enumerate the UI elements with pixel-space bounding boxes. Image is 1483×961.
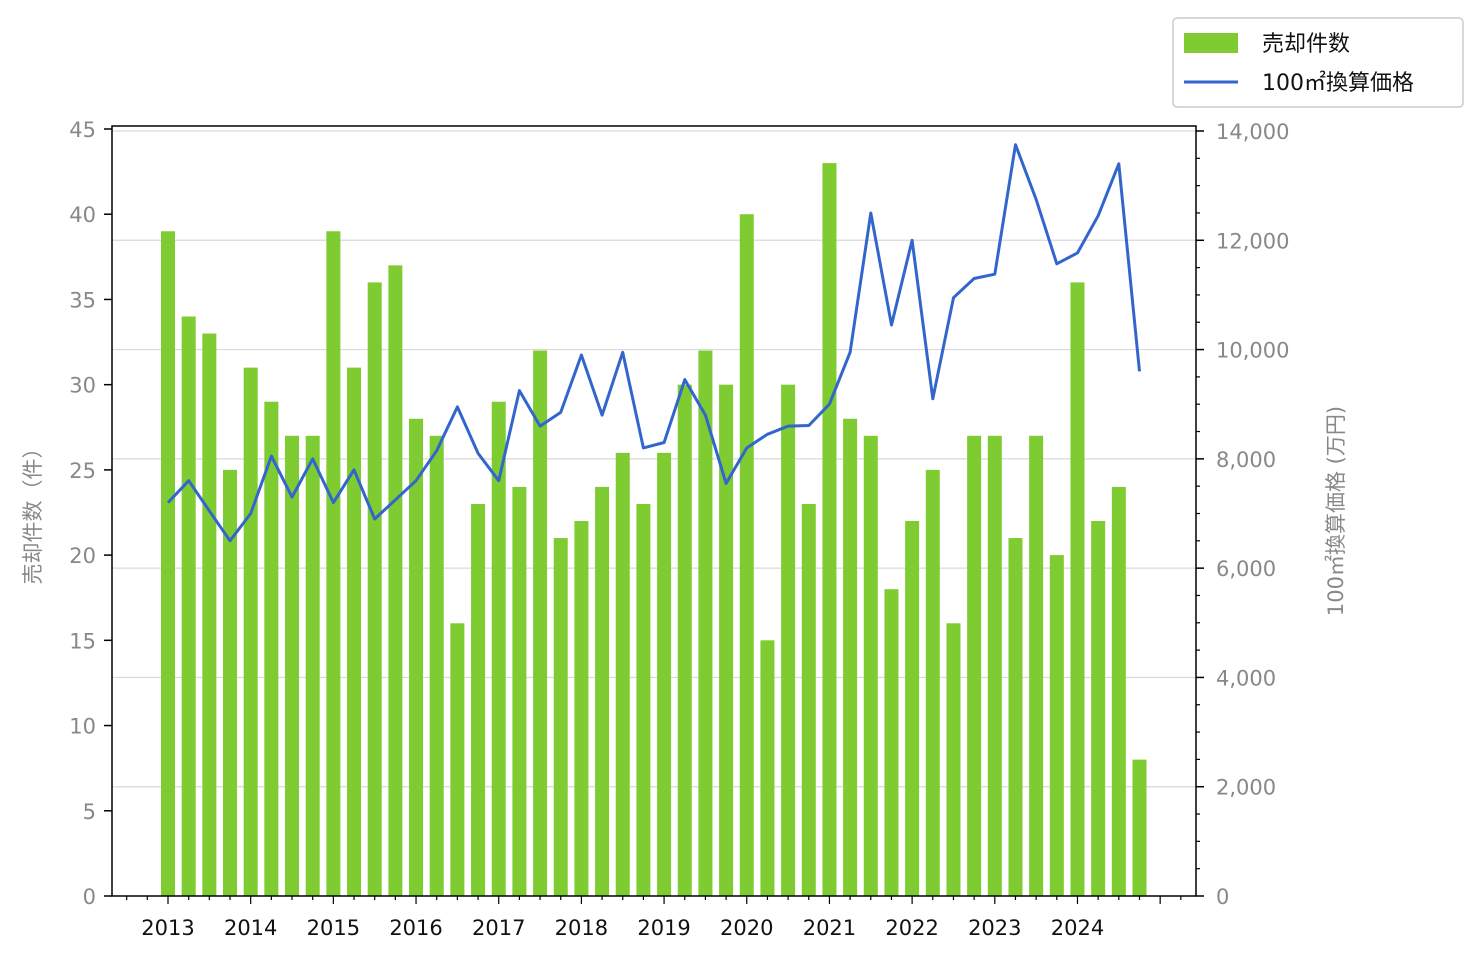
bar xyxy=(223,469,238,896)
x-tick-label: 2019 xyxy=(637,916,690,940)
bar xyxy=(719,384,734,896)
bar xyxy=(677,384,692,896)
bar xyxy=(822,163,837,897)
axis-ticks xyxy=(104,128,1204,904)
line-series xyxy=(166,143,1141,543)
plot-frame xyxy=(111,125,1197,897)
bar xyxy=(471,503,486,896)
price-line xyxy=(166,143,1141,543)
bar xyxy=(1070,282,1085,896)
bar xyxy=(533,350,548,897)
bar xyxy=(595,486,610,896)
y-left-tick-label: 0 xyxy=(83,885,96,909)
x-tick-label: 2021 xyxy=(803,916,856,940)
y-left-axis-label: 売却件数（件） xyxy=(21,438,45,585)
bar xyxy=(905,521,920,896)
bar xyxy=(636,503,651,896)
y-left-tick-label: 30 xyxy=(69,374,96,398)
bar xyxy=(615,452,630,896)
bar xyxy=(1111,486,1126,896)
bar xyxy=(347,367,362,897)
x-tick-label: 2024 xyxy=(1051,916,1104,940)
bar xyxy=(698,350,713,897)
x-tick-label: 2020 xyxy=(720,916,773,940)
bar xyxy=(553,538,568,896)
bar xyxy=(884,589,899,896)
bar xyxy=(1049,555,1064,896)
bar xyxy=(161,231,175,896)
bar xyxy=(1029,435,1044,896)
bar xyxy=(760,640,775,896)
bar xyxy=(843,418,858,896)
y-left-tick-label: 40 xyxy=(69,203,96,227)
y-right-axis-label: 100㎡換算価格 (万円) xyxy=(1324,406,1348,616)
y-left-tick-label: 5 xyxy=(83,800,96,824)
bar xyxy=(739,214,754,896)
bar xyxy=(1132,759,1147,896)
y-left-tick-label: 10 xyxy=(69,715,96,739)
bar xyxy=(863,435,878,896)
bar xyxy=(801,503,816,896)
bar xyxy=(326,231,341,896)
y-right-tick-label: 12,000 xyxy=(1216,229,1289,253)
y-right-tick-label: 6,000 xyxy=(1216,557,1276,581)
x-tick-label: 2015 xyxy=(307,916,360,940)
bar xyxy=(367,282,382,896)
bar xyxy=(388,265,403,896)
bar xyxy=(967,435,982,896)
bar xyxy=(181,316,196,896)
legend-frame xyxy=(1172,17,1464,108)
y-left-tick-label: 20 xyxy=(69,544,96,568)
bar xyxy=(987,435,1002,896)
bar xyxy=(409,418,424,896)
y-right-tick-label: 0 xyxy=(1216,885,1229,909)
legend-bar-label: 売却件数 xyxy=(1262,32,1350,57)
x-tick-label: 2023 xyxy=(968,916,1021,940)
bar xyxy=(574,521,589,896)
y-left-tick-label: 15 xyxy=(69,629,96,653)
bar xyxy=(202,333,217,896)
bar-series xyxy=(161,163,1147,897)
x-tick-label: 2018 xyxy=(555,916,608,940)
y-right-tick-label: 14,000 xyxy=(1216,120,1289,144)
y-right-tick-label: 10,000 xyxy=(1216,339,1289,363)
bar xyxy=(285,435,300,896)
legend: 売却件数 100㎡換算価格 xyxy=(1172,17,1464,108)
y-right-tick-label: 4,000 xyxy=(1216,666,1276,690)
legend-bar-swatch xyxy=(1184,33,1238,53)
bar xyxy=(491,401,506,896)
x-tick-label: 2013 xyxy=(141,916,194,940)
bar xyxy=(1091,521,1106,896)
bar xyxy=(429,435,444,896)
bar xyxy=(305,435,320,896)
y-right-tick-label: 8,000 xyxy=(1216,448,1276,472)
bar xyxy=(657,452,672,896)
x-tick-label: 2022 xyxy=(885,916,938,940)
bar xyxy=(264,401,279,896)
y-left-tick-label: 45 xyxy=(69,118,96,142)
bar xyxy=(1008,538,1023,896)
bar xyxy=(925,469,940,896)
bar xyxy=(512,486,527,896)
y-left-tick-label: 25 xyxy=(69,459,96,483)
bar xyxy=(781,384,796,896)
legend-line-label: 100㎡換算価格 xyxy=(1262,70,1414,96)
bar xyxy=(946,623,961,896)
x-tick-label: 2016 xyxy=(389,916,442,940)
x-tick-label: 2017 xyxy=(472,916,525,940)
x-tick-label: 2014 xyxy=(224,916,277,940)
axis-tick-labels: 0 5 10 15 20 25 30 35 40 45 0 2,000 4,000 6,000 8,000 1… xyxy=(69,118,1289,940)
y-left-tick-label: 35 xyxy=(69,288,96,312)
bar xyxy=(450,623,465,896)
bar xyxy=(243,367,258,897)
y-right-tick-label: 2,000 xyxy=(1216,776,1276,800)
